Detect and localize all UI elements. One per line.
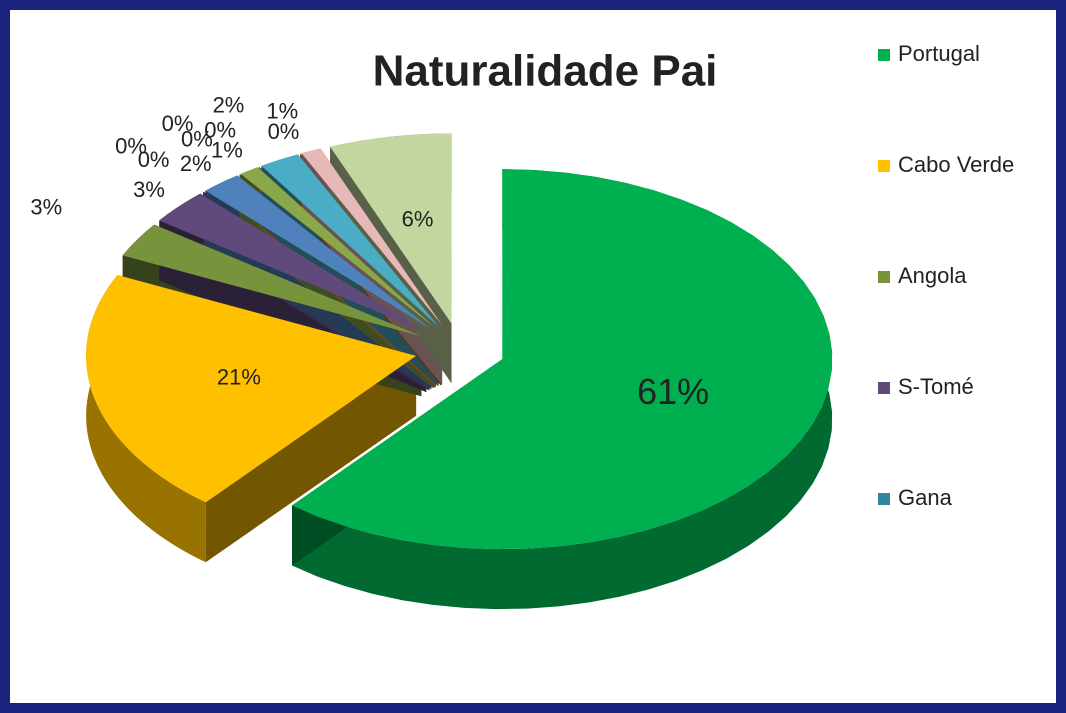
data-label: 0%: [162, 111, 194, 136]
slice: [86, 275, 417, 503]
data-label: 2%: [180, 151, 212, 176]
slice: [122, 224, 422, 337]
slice: [300, 153, 441, 326]
slice: [259, 166, 436, 328]
data-label: 6%: [402, 207, 434, 232]
legend-label: Gana: [898, 485, 953, 510]
slice: [261, 154, 439, 327]
slice: [330, 133, 452, 324]
data-label: 0%: [268, 119, 300, 144]
data-label: 61%: [637, 371, 709, 412]
legend-swatch: [878, 271, 890, 283]
data-label: 1%: [211, 137, 243, 162]
slice: [205, 175, 432, 330]
data-label: 1%: [266, 98, 298, 123]
slice-side: [205, 355, 417, 563]
chart-title: Naturalidade Pai: [373, 47, 718, 96]
slice-side: [86, 275, 206, 563]
slice: [292, 169, 833, 550]
data-label: 0%: [204, 117, 236, 142]
slice: [239, 174, 434, 329]
data-label: 21%: [217, 364, 261, 389]
slice: [159, 193, 427, 333]
panel: Naturalidade Pai 61% 21% 3% 3% 0% 0% 2% 0% 0% 1% 0…: [10, 10, 1056, 703]
legend-label: Cabo Verde: [898, 152, 1014, 177]
legend-swatch: [878, 382, 890, 394]
chart: Naturalidade Pai 61%21%3%3%0%0%2%0%0%1%0…: [30, 41, 1014, 610]
legend-swatch: [878, 160, 890, 172]
data-label: 0%: [138, 147, 170, 172]
data-label: 2%: [213, 92, 245, 117]
slice: [240, 167, 435, 328]
legend-swatch: [878, 493, 890, 505]
data-label: 0%: [115, 133, 147, 158]
data-label: 3%: [133, 177, 165, 202]
legend-label: S-Tomé: [898, 374, 974, 399]
slice-side: [292, 169, 833, 610]
data-label: 3%: [30, 194, 62, 219]
legend-swatch: [878, 49, 890, 61]
legend-label: Angola: [898, 263, 967, 288]
legend-label: Portugal: [898, 41, 980, 66]
data-label: 0%: [181, 126, 213, 151]
slice-side: [330, 146, 452, 384]
slice-tops: [86, 133, 833, 550]
slice: [301, 148, 443, 326]
